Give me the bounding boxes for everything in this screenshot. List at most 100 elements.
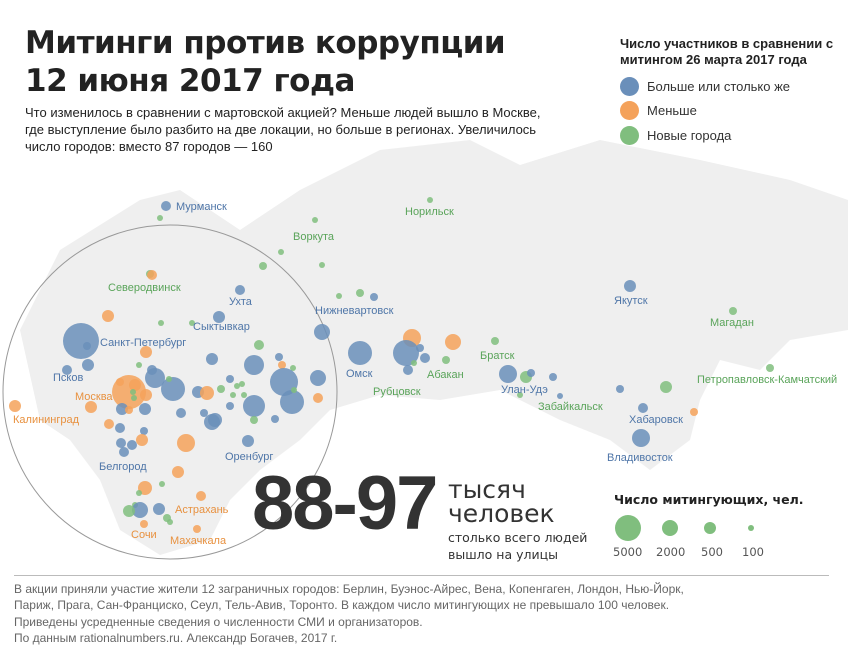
city-bubble	[313, 393, 323, 403]
green-dot-icon	[620, 125, 639, 145]
city-bubble	[427, 197, 433, 203]
city-bubble	[259, 262, 267, 270]
footer-line: По данным rationalnumbers.ru. Александр …	[14, 630, 338, 645]
city-bubble	[123, 505, 135, 517]
city-bubble	[312, 217, 318, 223]
city-bubble	[234, 383, 240, 389]
city-bubble	[82, 359, 94, 371]
city-bubble	[102, 310, 114, 322]
city-bubble	[660, 381, 672, 393]
land-shape	[20, 140, 848, 555]
city-bubble	[416, 344, 424, 352]
legend-item-new: Новые города	[620, 123, 845, 148]
size-legend-bubble	[662, 520, 678, 536]
city-bubble	[196, 491, 206, 501]
city-label: Абакан	[427, 369, 464, 381]
city-bubble	[557, 393, 563, 399]
city-bubble	[235, 285, 245, 295]
city-label: Норильск	[405, 206, 454, 218]
city-bubble	[159, 481, 165, 487]
city-bubble	[139, 403, 151, 415]
size-legend-title: Число митингующих, чел.	[614, 492, 804, 507]
city-label: Белгород	[99, 461, 147, 473]
city-bubble	[442, 356, 450, 364]
footer-line: В акции приняли участие жители 12 загран…	[14, 582, 684, 596]
city-bubble	[136, 362, 142, 368]
city-bubble	[314, 324, 330, 340]
city-bubble	[403, 365, 413, 375]
city-bubble	[241, 392, 247, 398]
city-bubble	[206, 353, 218, 365]
city-bubble	[145, 368, 165, 388]
city-label: Калининград	[13, 414, 80, 426]
city-label: Сыктывкар	[193, 321, 250, 333]
city-bubble	[158, 320, 164, 326]
city-bubble	[129, 379, 141, 391]
size-legend-bubble	[704, 522, 716, 534]
legend-item-more: Больше или столько же	[620, 74, 845, 99]
footer-line: Париж, Прага, Сан-Франциско, Сеул, Тель-…	[14, 598, 670, 613]
city-bubble	[104, 419, 114, 429]
city-label: Астрахань	[175, 504, 229, 516]
city-bubble	[177, 434, 195, 452]
caption-line-2: вышло на улицы	[448, 547, 558, 562]
city-bubble	[278, 361, 286, 369]
city-bubble	[217, 385, 225, 393]
city-bubble	[125, 406, 133, 414]
unit-line-1: тысяч	[448, 475, 526, 504]
city-bubble	[200, 409, 208, 417]
unit-line-2: человек	[448, 499, 555, 528]
city-bubble	[254, 340, 264, 350]
city-bubble	[116, 403, 128, 415]
city-bubble	[136, 490, 142, 496]
city-bubble	[147, 270, 157, 280]
legend-label: Новые города	[647, 127, 732, 143]
city-bubble	[166, 376, 172, 382]
city-bubble	[356, 289, 364, 297]
city-bubble	[130, 389, 136, 395]
city-bubble	[275, 353, 283, 361]
city-bubble	[624, 280, 636, 292]
city-bubble	[499, 365, 517, 383]
city-bubble	[157, 215, 163, 221]
page-title: Митинги против коррупции 12 июня 2017 год…	[25, 24, 506, 100]
city-bubble	[127, 440, 137, 450]
european-russia-zoom-circle	[2, 224, 338, 560]
city-bubble	[445, 334, 461, 350]
city-bubble	[690, 408, 698, 416]
city-bubble	[242, 435, 254, 447]
footer-notes: В акции приняли участие жители 12 загран…	[14, 581, 844, 646]
subtitle: Что изменилось в сравнении с мартовской …	[25, 105, 541, 154]
city-bubble	[243, 395, 265, 417]
city-bubble	[161, 377, 185, 401]
city-label: Улан-Удэ	[501, 384, 548, 396]
total-unit: тысяч человек	[448, 475, 555, 528]
city-bubble	[291, 387, 297, 393]
city-label: Рубцовск	[373, 386, 421, 398]
city-bubble	[250, 416, 258, 424]
city-bubble	[336, 293, 342, 299]
city-label: Братск	[480, 350, 515, 362]
city-label: Северодвинск	[108, 282, 181, 294]
size-label: 100	[742, 545, 764, 559]
city-label: Хабаровск	[629, 414, 683, 426]
orange-dot-icon	[620, 101, 639, 121]
city-bubble	[140, 427, 148, 435]
city-bubble	[63, 323, 99, 359]
size-legend-bubble	[615, 515, 641, 541]
city-bubble	[244, 355, 264, 375]
city-bubble	[370, 293, 378, 301]
city-bubble	[319, 262, 325, 268]
city-label: Ухта	[229, 296, 252, 308]
caption-line-1: столько всего людей	[448, 530, 588, 545]
city-bubble	[140, 389, 152, 401]
city-bubble	[393, 340, 419, 366]
city-bubble	[226, 402, 234, 410]
city-bubble	[729, 307, 737, 315]
city-bubble	[116, 438, 126, 448]
city-label: Нижневартовск	[315, 305, 394, 317]
city-bubble	[290, 365, 296, 371]
city-label: Сочи	[131, 529, 157, 541]
